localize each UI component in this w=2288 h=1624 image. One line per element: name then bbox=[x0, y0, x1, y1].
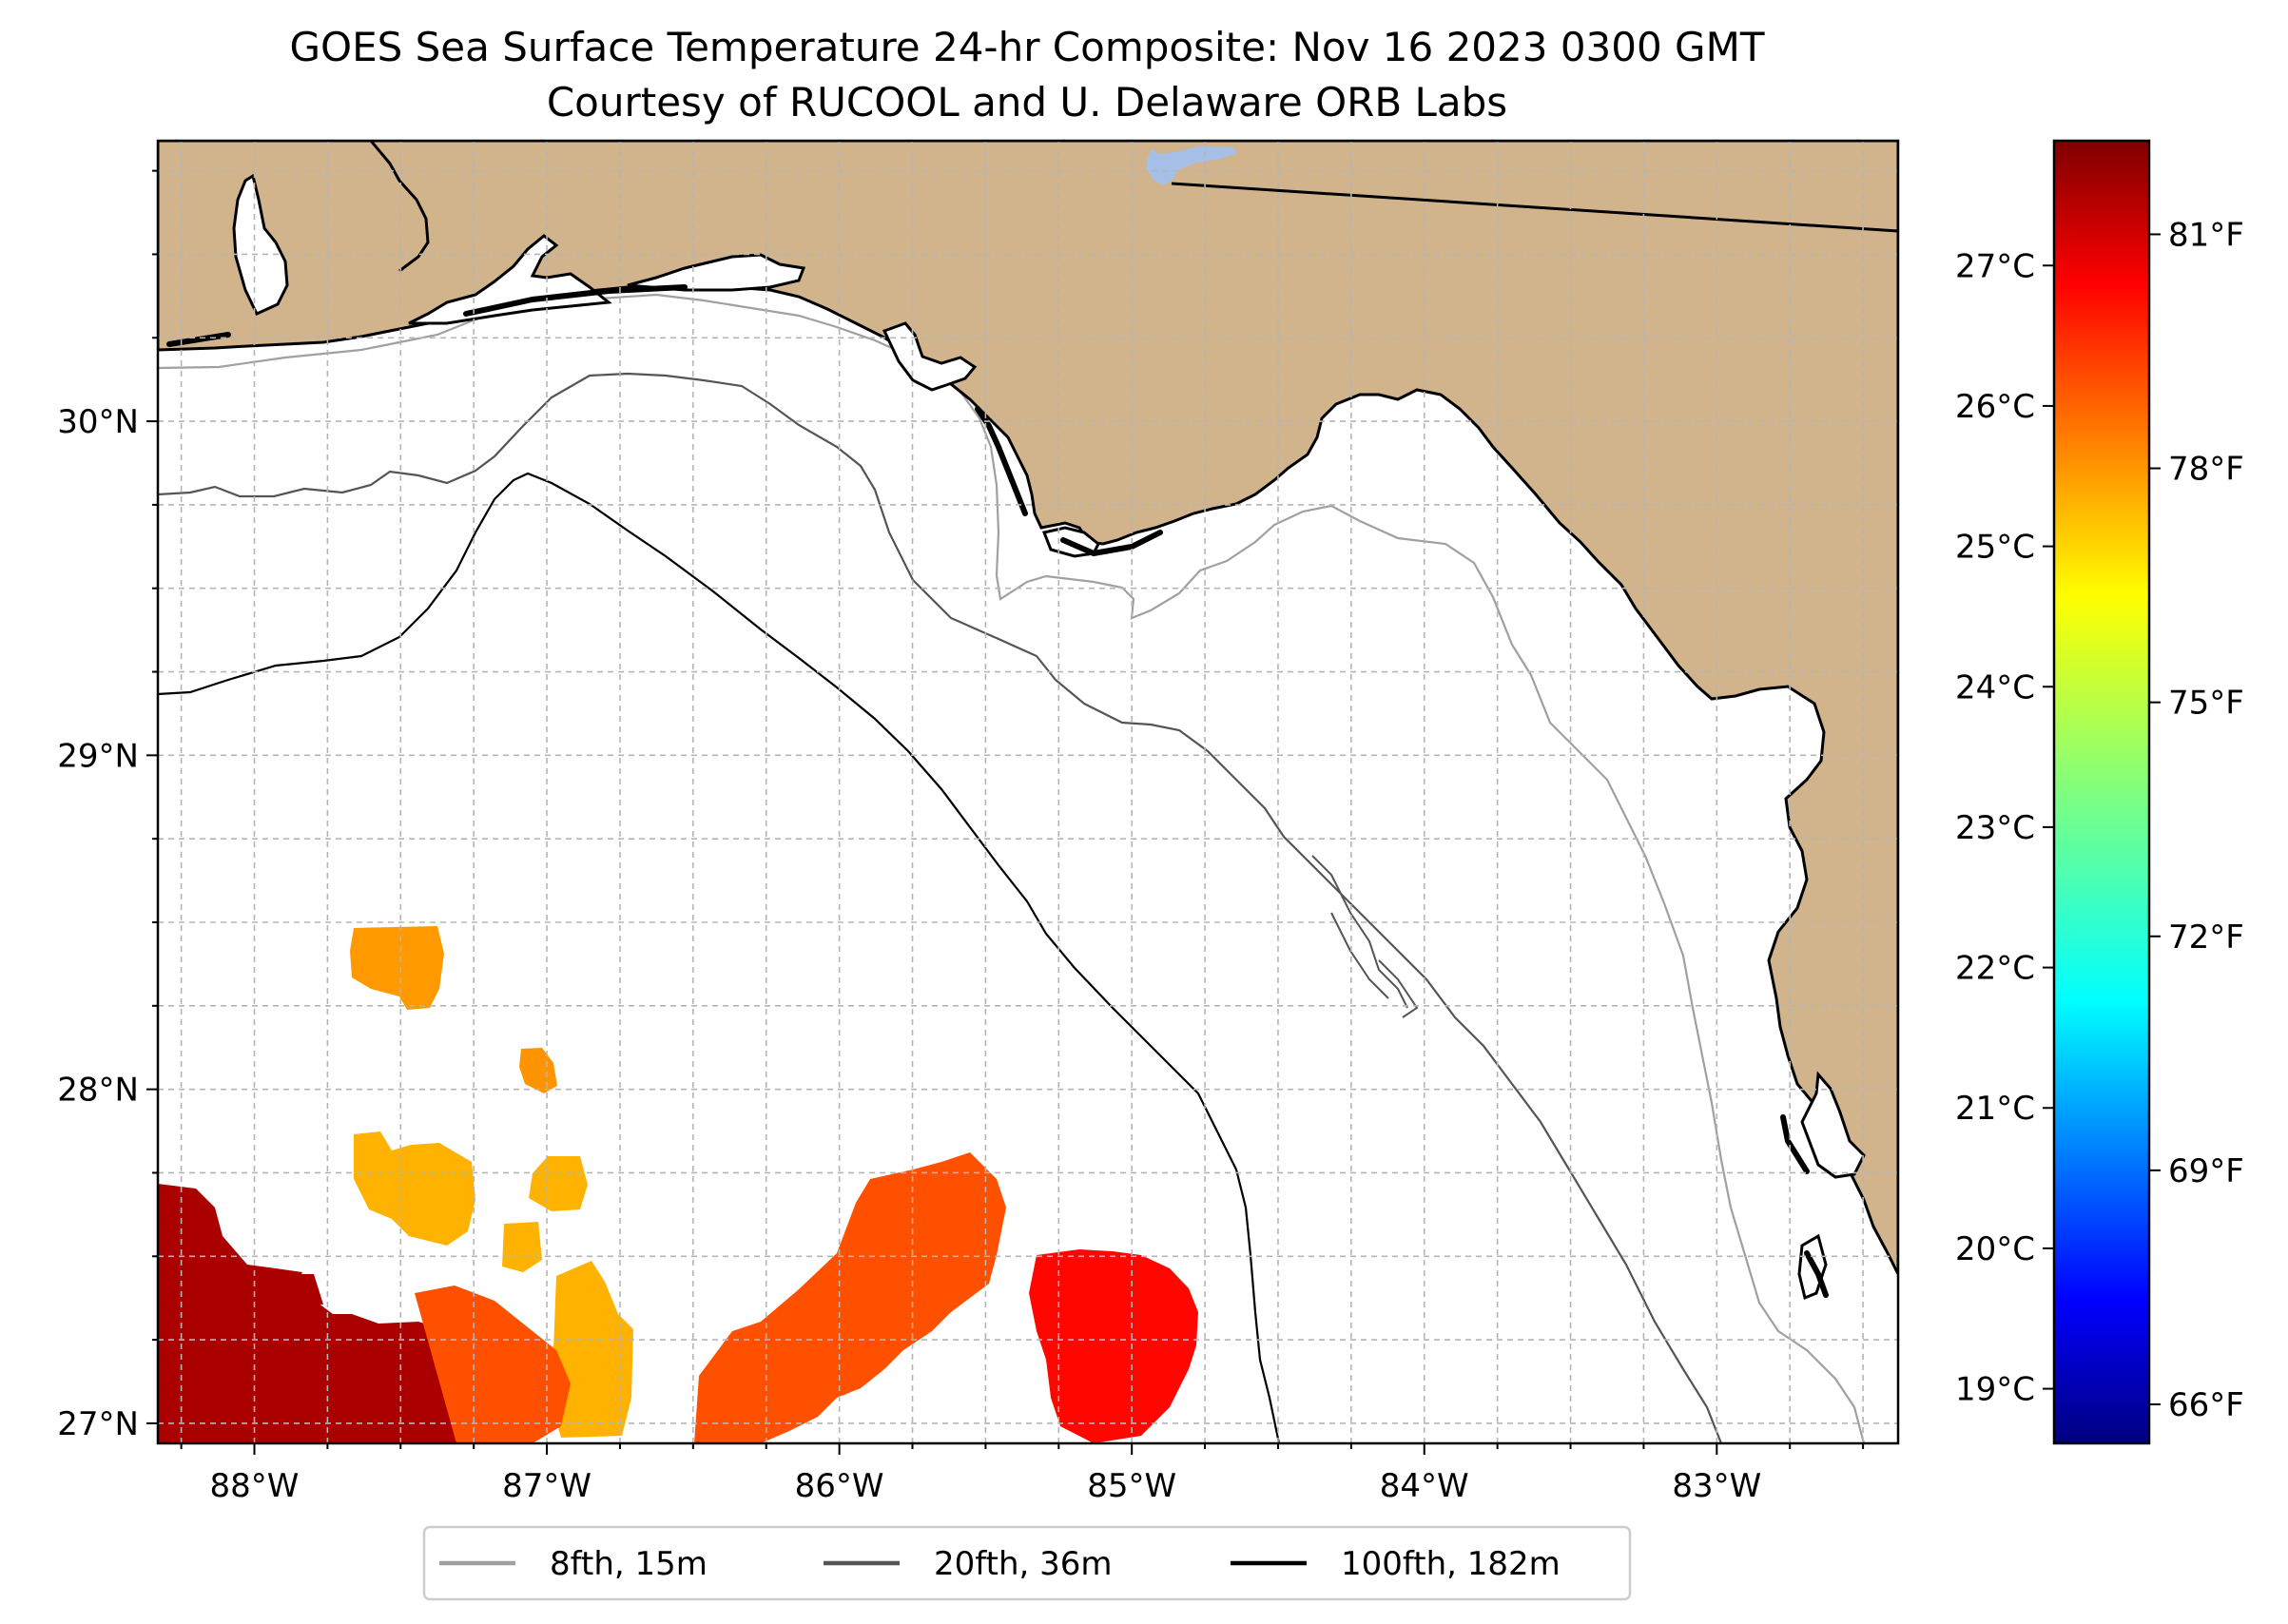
fahrenheit-tick-label: 75°F bbox=[2168, 685, 2244, 723]
isobath-8fth bbox=[158, 293, 1866, 1443]
legend-label: 100fth, 182m bbox=[1341, 1545, 1561, 1583]
celsius-tick-label: 20°C bbox=[1955, 1230, 2035, 1268]
sst-patch-southwest-hot bbox=[158, 1184, 480, 1443]
mobile-bay bbox=[232, 173, 289, 316]
island-santa-rosa bbox=[463, 284, 688, 317]
st-andrews-bay bbox=[882, 321, 978, 392]
latitude-axis: 27°N 28°N 29°N 30°N bbox=[57, 169, 158, 1443]
lon-tick-label: 87°W bbox=[502, 1467, 591, 1505]
lat-tick-label: 29°N bbox=[57, 737, 139, 775]
fahrenheit-tick-label: 66°F bbox=[2168, 1386, 2244, 1424]
fahrenheit-tick-label: 69°F bbox=[2168, 1152, 2244, 1190]
celsius-tick-label: 21°C bbox=[1955, 1090, 2035, 1128]
sst-patch-northwest bbox=[350, 926, 444, 1010]
gridlines bbox=[158, 141, 1898, 1443]
celsius-tick-label: 19°C bbox=[1955, 1371, 2035, 1409]
tampa-bay bbox=[1800, 1071, 1866, 1179]
fahrenheit-tick-label: 78°F bbox=[2168, 451, 2244, 489]
island-cape-san-blas bbox=[975, 406, 1028, 516]
sst-patch-central bbox=[694, 1152, 1006, 1443]
island-sanibel bbox=[1804, 1250, 1829, 1298]
lon-tick-label: 86°W bbox=[795, 1467, 884, 1505]
celsius-tick-label: 22°C bbox=[1955, 950, 2035, 988]
island-gulf-coast bbox=[1780, 1114, 1810, 1174]
map-frame bbox=[156, 139, 1900, 1445]
colorbar-fahrenheit-axis: 66°F 69°F 72°F 75°F 78°F 81°F bbox=[2149, 216, 2244, 1424]
celsius-tick-label: 25°C bbox=[1955, 529, 2035, 567]
island-st-george bbox=[1060, 530, 1163, 557]
colorbar-gradient bbox=[2052, 139, 2151, 1445]
fahrenheit-tick-label: 81°F bbox=[2168, 216, 2244, 254]
isobath-100fth bbox=[158, 472, 1281, 1443]
colorbar: 19°C 20°C 21°C 22°C 23°C 24°C 25°C 26°C 27°C 66°… bbox=[1955, 139, 2244, 1445]
barrier-islands bbox=[166, 284, 1829, 1298]
pensacola-bay bbox=[408, 234, 612, 325]
lat-tick-label: 28°N bbox=[57, 1072, 139, 1110]
isobaths bbox=[158, 293, 1866, 1443]
fahrenheit-tick-label: 72°F bbox=[2168, 918, 2244, 957]
legend: 8fth, 15m 20fth, 36m 100fth, 182m bbox=[422, 1525, 1632, 1601]
sst-patch-small bbox=[519, 1048, 557, 1093]
choctawhatchee-bay bbox=[627, 253, 806, 292]
map-area: 88°W 87°W 86°W 85°W 84°W 83°W 27°N 28°N 29°N 30°… bbox=[57, 139, 1900, 1505]
celsius-tick-label: 26°C bbox=[1955, 388, 2035, 426]
lat-tick-label: 30°N bbox=[57, 403, 139, 441]
sst-patch-east bbox=[1029, 1249, 1198, 1443]
legend-label: 8fth, 15m bbox=[550, 1545, 708, 1583]
colorbar-celsius-axis: 19°C 20°C 21°C 22°C 23°C 24°C 25°C 26°C 27°C bbox=[1955, 247, 2054, 1409]
legend-label: 20fth, 36m bbox=[934, 1545, 1113, 1583]
sst-patch-central-warm bbox=[415, 1286, 571, 1443]
island-dauphin bbox=[166, 332, 231, 347]
chart-title: GOES Sea Surface Temperature 24-hr Compo… bbox=[289, 24, 1764, 70]
lake-seminole bbox=[1147, 146, 1236, 185]
sst-layer bbox=[158, 926, 1198, 1443]
lon-tick-label: 85°W bbox=[1087, 1467, 1176, 1505]
sst-patch-west-mid bbox=[354, 1131, 633, 1438]
state-border bbox=[1171, 182, 1898, 233]
legend-box bbox=[422, 1525, 1632, 1601]
celsius-tick-label: 27°C bbox=[1955, 247, 2035, 285]
lon-tick-label: 84°W bbox=[1380, 1467, 1469, 1505]
celsius-tick-label: 23°C bbox=[1955, 809, 2035, 847]
lon-tick-label: 83°W bbox=[1672, 1467, 1761, 1505]
isobath-20fth-islands bbox=[1311, 855, 1419, 1018]
chart-subtitle: Courtesy of RUCOOL and U. Delaware ORB L… bbox=[547, 79, 1507, 126]
lat-tick-label: 27°N bbox=[57, 1405, 139, 1443]
longitude-axis: 88°W 87°W 86°W 85°W 84°W 83°W bbox=[180, 1443, 1865, 1505]
isobath-20fth bbox=[158, 372, 1723, 1443]
celsius-tick-label: 24°C bbox=[1955, 668, 2035, 706]
lon-tick-label: 88°W bbox=[210, 1467, 300, 1505]
